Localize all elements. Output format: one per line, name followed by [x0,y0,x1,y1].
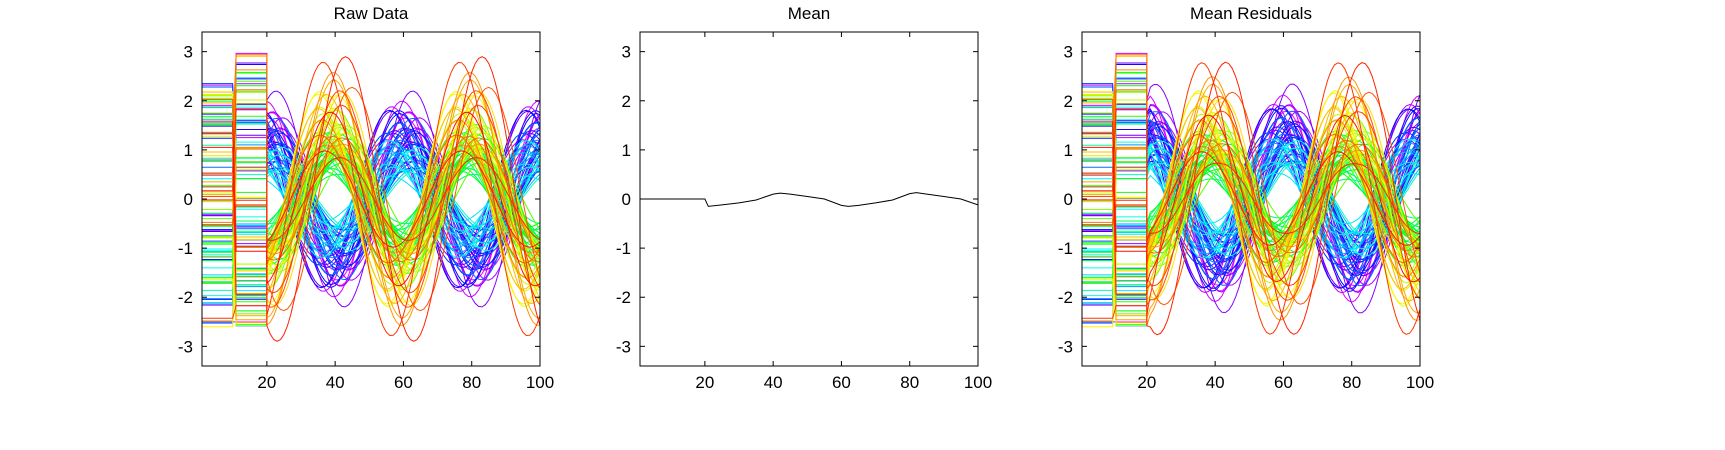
series-line-105 [202,143,540,321]
y-tick-label: -1 [1058,239,1073,258]
series-line-7 [1082,83,1420,306]
chart-svg: Mean Residuals 3 2 1 0 -1 -2 -3 20 40 60 80 100 [1058,4,1434,392]
chart-svg: Raw Data 3 2 1 0 -1 -2 -3 20 40 60 80 100 [178,4,554,392]
series-line-89 [1082,113,1420,326]
chart-title: Mean Residuals [1190,4,1312,23]
y-tick-label: 2 [622,92,631,111]
raw-data-chart: Raw Data 3 2 1 0 -1 -2 -3 20 40 60 80 100 [160,0,610,450]
x-tick-label: 20 [257,373,276,392]
mean-chart: Mean 3 2 1 0 -1 -2 -3 20 40 60 80 100 [598,0,1048,450]
y-tick-label: -2 [1058,288,1073,307]
series-line-95 [1082,93,1420,303]
y-tick-label: 3 [184,43,193,62]
y-tick-label: -1 [616,239,631,258]
x-tick-label: 60 [832,373,851,392]
y-tick-label: 0 [1064,190,1073,209]
series-line-69 [202,100,540,299]
series-line-107 [202,69,540,279]
series-line-92 [202,94,540,248]
series-line-8 [1082,110,1420,286]
series-line-89 [202,113,540,326]
y-tick-label: 3 [1064,43,1073,62]
chart-svg: Mean 3 2 1 0 -1 -2 -3 20 40 60 80 100 [616,4,992,392]
series-line-83 [202,91,540,289]
y-tick-label: 0 [184,190,193,209]
series-line-117 [202,56,540,342]
series-line-0 [640,192,978,207]
x-tick-label: 100 [526,373,554,392]
series-line-116 [1082,162,1420,240]
series-line-106 [1082,75,1420,326]
series-line-110 [202,54,540,261]
series-line-119 [1082,114,1420,284]
y-tick-label: -2 [178,288,193,307]
y-tick-label: -3 [1058,337,1073,356]
series-line-107 [1082,69,1420,278]
series-line-106 [202,72,540,327]
y-tick-label: 1 [184,141,193,160]
series-line-118 [202,146,540,295]
series-line-109 [1082,139,1420,262]
series-line-7 [202,83,540,306]
series-line-113 [202,90,540,308]
series-line-111 [1082,99,1420,264]
series-line-112 [1082,89,1420,306]
series-line-111 [202,99,540,264]
series-line-110 [1082,54,1420,259]
series-line-105 [1082,149,1420,321]
x-tick-label: 40 [764,373,783,392]
y-tick-label: 0 [622,190,631,209]
series-line-114 [1082,110,1420,290]
series-line-114 [202,104,540,294]
x-tick-label: 80 [462,373,481,392]
x-tick-label: 60 [1274,373,1293,392]
y-tick-label: -2 [616,288,631,307]
x-tick-label: 100 [1406,373,1434,392]
y-tick-label: -3 [616,337,631,356]
y-tick-label: -3 [178,337,193,356]
x-tick-label: 60 [394,373,413,392]
series-line-116 [202,157,540,241]
series-group [202,52,540,342]
series-line-69 [1082,100,1420,299]
x-tick-label: 40 [326,373,345,392]
x-tick-label: 20 [1137,373,1156,392]
series-line-113 [1082,95,1420,307]
series-line-8 [202,117,540,281]
series-line-119 [202,111,540,287]
chart-title: Mean [788,4,831,23]
series-line-117 [1082,61,1420,336]
x-tick-label: 100 [964,373,992,392]
series-line-112 [202,86,540,312]
mean-residuals-chart: Mean Residuals 3 2 1 0 -1 -2 -3 20 40 60 80 100 [1040,0,1490,450]
series-line-109 [202,135,540,263]
series-line-104 [1082,83,1420,318]
y-tick-label: 2 [184,92,193,111]
y-tick-label: 1 [622,141,631,160]
chart-title: Raw Data [334,4,409,23]
series-group [1082,52,1420,336]
x-tick-label: 80 [900,373,919,392]
series-line-118 [1082,146,1420,295]
series-line-92 [1082,94,1420,247]
series-group [640,192,978,207]
series-line-95 [202,93,540,304]
series-line-47 [1082,106,1420,262]
y-tick-label: 1 [1064,141,1073,160]
series-line-83 [1082,91,1420,289]
y-tick-label: 2 [1064,92,1073,111]
x-tick-label: 80 [1342,373,1361,392]
x-tick-label: 20 [695,373,714,392]
y-tick-label: 3 [622,43,631,62]
y-tick-label: -1 [178,239,193,258]
series-line-47 [202,106,540,262]
x-tick-label: 40 [1206,373,1225,392]
